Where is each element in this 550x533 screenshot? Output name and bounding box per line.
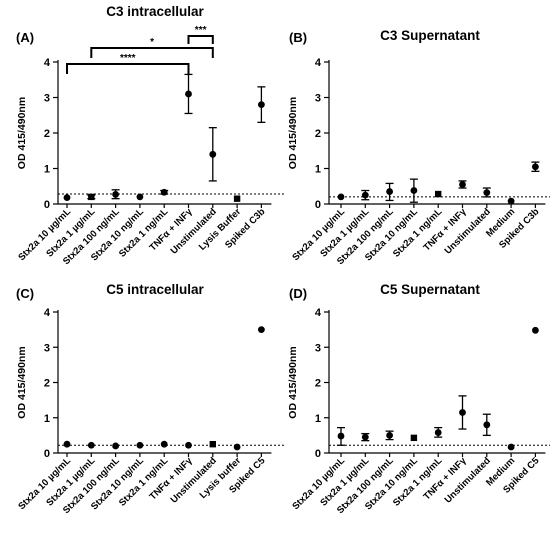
- data-point: [136, 193, 144, 201]
- y-axis-label: OD 415/490nm: [16, 346, 28, 418]
- data-point: [209, 150, 217, 158]
- panel-label: (A): [16, 30, 34, 45]
- y-tick-label: 0: [315, 448, 321, 460]
- data-point: [112, 442, 119, 450]
- panel-3: C5 Supernatant(D)OD 415/490nm01234Stx2a …: [287, 282, 550, 516]
- y-tick-label: 2: [44, 128, 50, 140]
- y-tick-label: 1: [315, 164, 321, 176]
- data-point: [160, 440, 168, 448]
- data-point: [410, 187, 418, 194]
- data-point: [185, 441, 192, 449]
- panel-label: (B): [289, 30, 307, 45]
- data-point: [209, 440, 216, 448]
- panel-0: C3 intracellular(A)OD 415/490nm01234Stx2…: [16, 4, 286, 267]
- data-point: [507, 197, 515, 205]
- y-tick-label: 3: [315, 93, 321, 105]
- data-point: [63, 194, 71, 202]
- data-point: [160, 188, 168, 196]
- data-point: [337, 432, 345, 440]
- panel-1: C3 Supernatant(B)OD 415/490nm01234Stx2a …: [287, 28, 550, 267]
- significance-label: *: [150, 37, 154, 48]
- panel-title: C5 Supernatant: [380, 282, 480, 297]
- y-tick-label: 4: [315, 307, 322, 319]
- data-point: [434, 429, 442, 436]
- y-tick-label: 4: [44, 307, 51, 319]
- data-point: [87, 441, 95, 449]
- y-tick-label: 1: [315, 413, 321, 425]
- y-tick-label: 3: [315, 342, 321, 354]
- significance-label: ****: [120, 53, 136, 64]
- y-tick-label: 0: [44, 448, 50, 460]
- y-axis-label: OD 415/490nm: [287, 346, 299, 418]
- data-point: [258, 101, 265, 108]
- data-point: [459, 181, 466, 188]
- y-tick-label: 2: [315, 128, 321, 140]
- panel-title: C5 intracellular: [106, 282, 204, 297]
- data-point: [507, 443, 515, 451]
- data-point: [337, 193, 345, 201]
- data-point: [361, 433, 369, 441]
- data-point: [88, 193, 95, 201]
- y-tick-label: 4: [315, 57, 322, 69]
- y-tick-label: 2: [44, 378, 50, 390]
- data-point: [386, 188, 393, 195]
- y-tick-label: 4: [44, 57, 51, 69]
- data-point: [386, 431, 393, 439]
- y-tick-label: 1: [44, 413, 50, 425]
- y-tick-label: 1: [44, 164, 50, 176]
- data-point: [258, 326, 265, 334]
- panel-title: C3 intracellular: [106, 4, 204, 19]
- data-point: [233, 443, 241, 451]
- data-point: [459, 409, 466, 416]
- data-point: [63, 440, 71, 448]
- data-point: [532, 326, 539, 334]
- data-point: [233, 195, 241, 202]
- panel-label: (D): [289, 286, 307, 301]
- data-point: [136, 441, 144, 449]
- data-point: [361, 191, 369, 199]
- panel-title: C3 Supernatant: [380, 28, 480, 43]
- y-tick-label: 3: [44, 93, 50, 105]
- y-tick-label: 2: [315, 378, 321, 390]
- data-point: [185, 90, 192, 98]
- y-axis-label: OD 415/490nm: [287, 97, 299, 169]
- significance-bracket: [90, 47, 214, 58]
- significance-label: ***: [195, 25, 207, 36]
- y-tick-label: 0: [44, 199, 50, 211]
- data-point: [483, 421, 491, 429]
- panel-label: (C): [16, 286, 34, 301]
- data-point: [532, 163, 539, 171]
- significance-bracket: [187, 35, 214, 44]
- data-point: [483, 189, 491, 197]
- data-point: [112, 191, 119, 198]
- data-point: [435, 190, 442, 198]
- data-point: [410, 434, 418, 442]
- panel-2: C5 intracellular(C)OD 415/490nm01234Stx2…: [16, 282, 286, 516]
- y-axis-label: OD 415/490nm: [16, 97, 28, 169]
- y-tick-label: 0: [315, 199, 321, 211]
- y-tick-label: 3: [44, 342, 50, 354]
- significance-bracket: [66, 63, 190, 74]
